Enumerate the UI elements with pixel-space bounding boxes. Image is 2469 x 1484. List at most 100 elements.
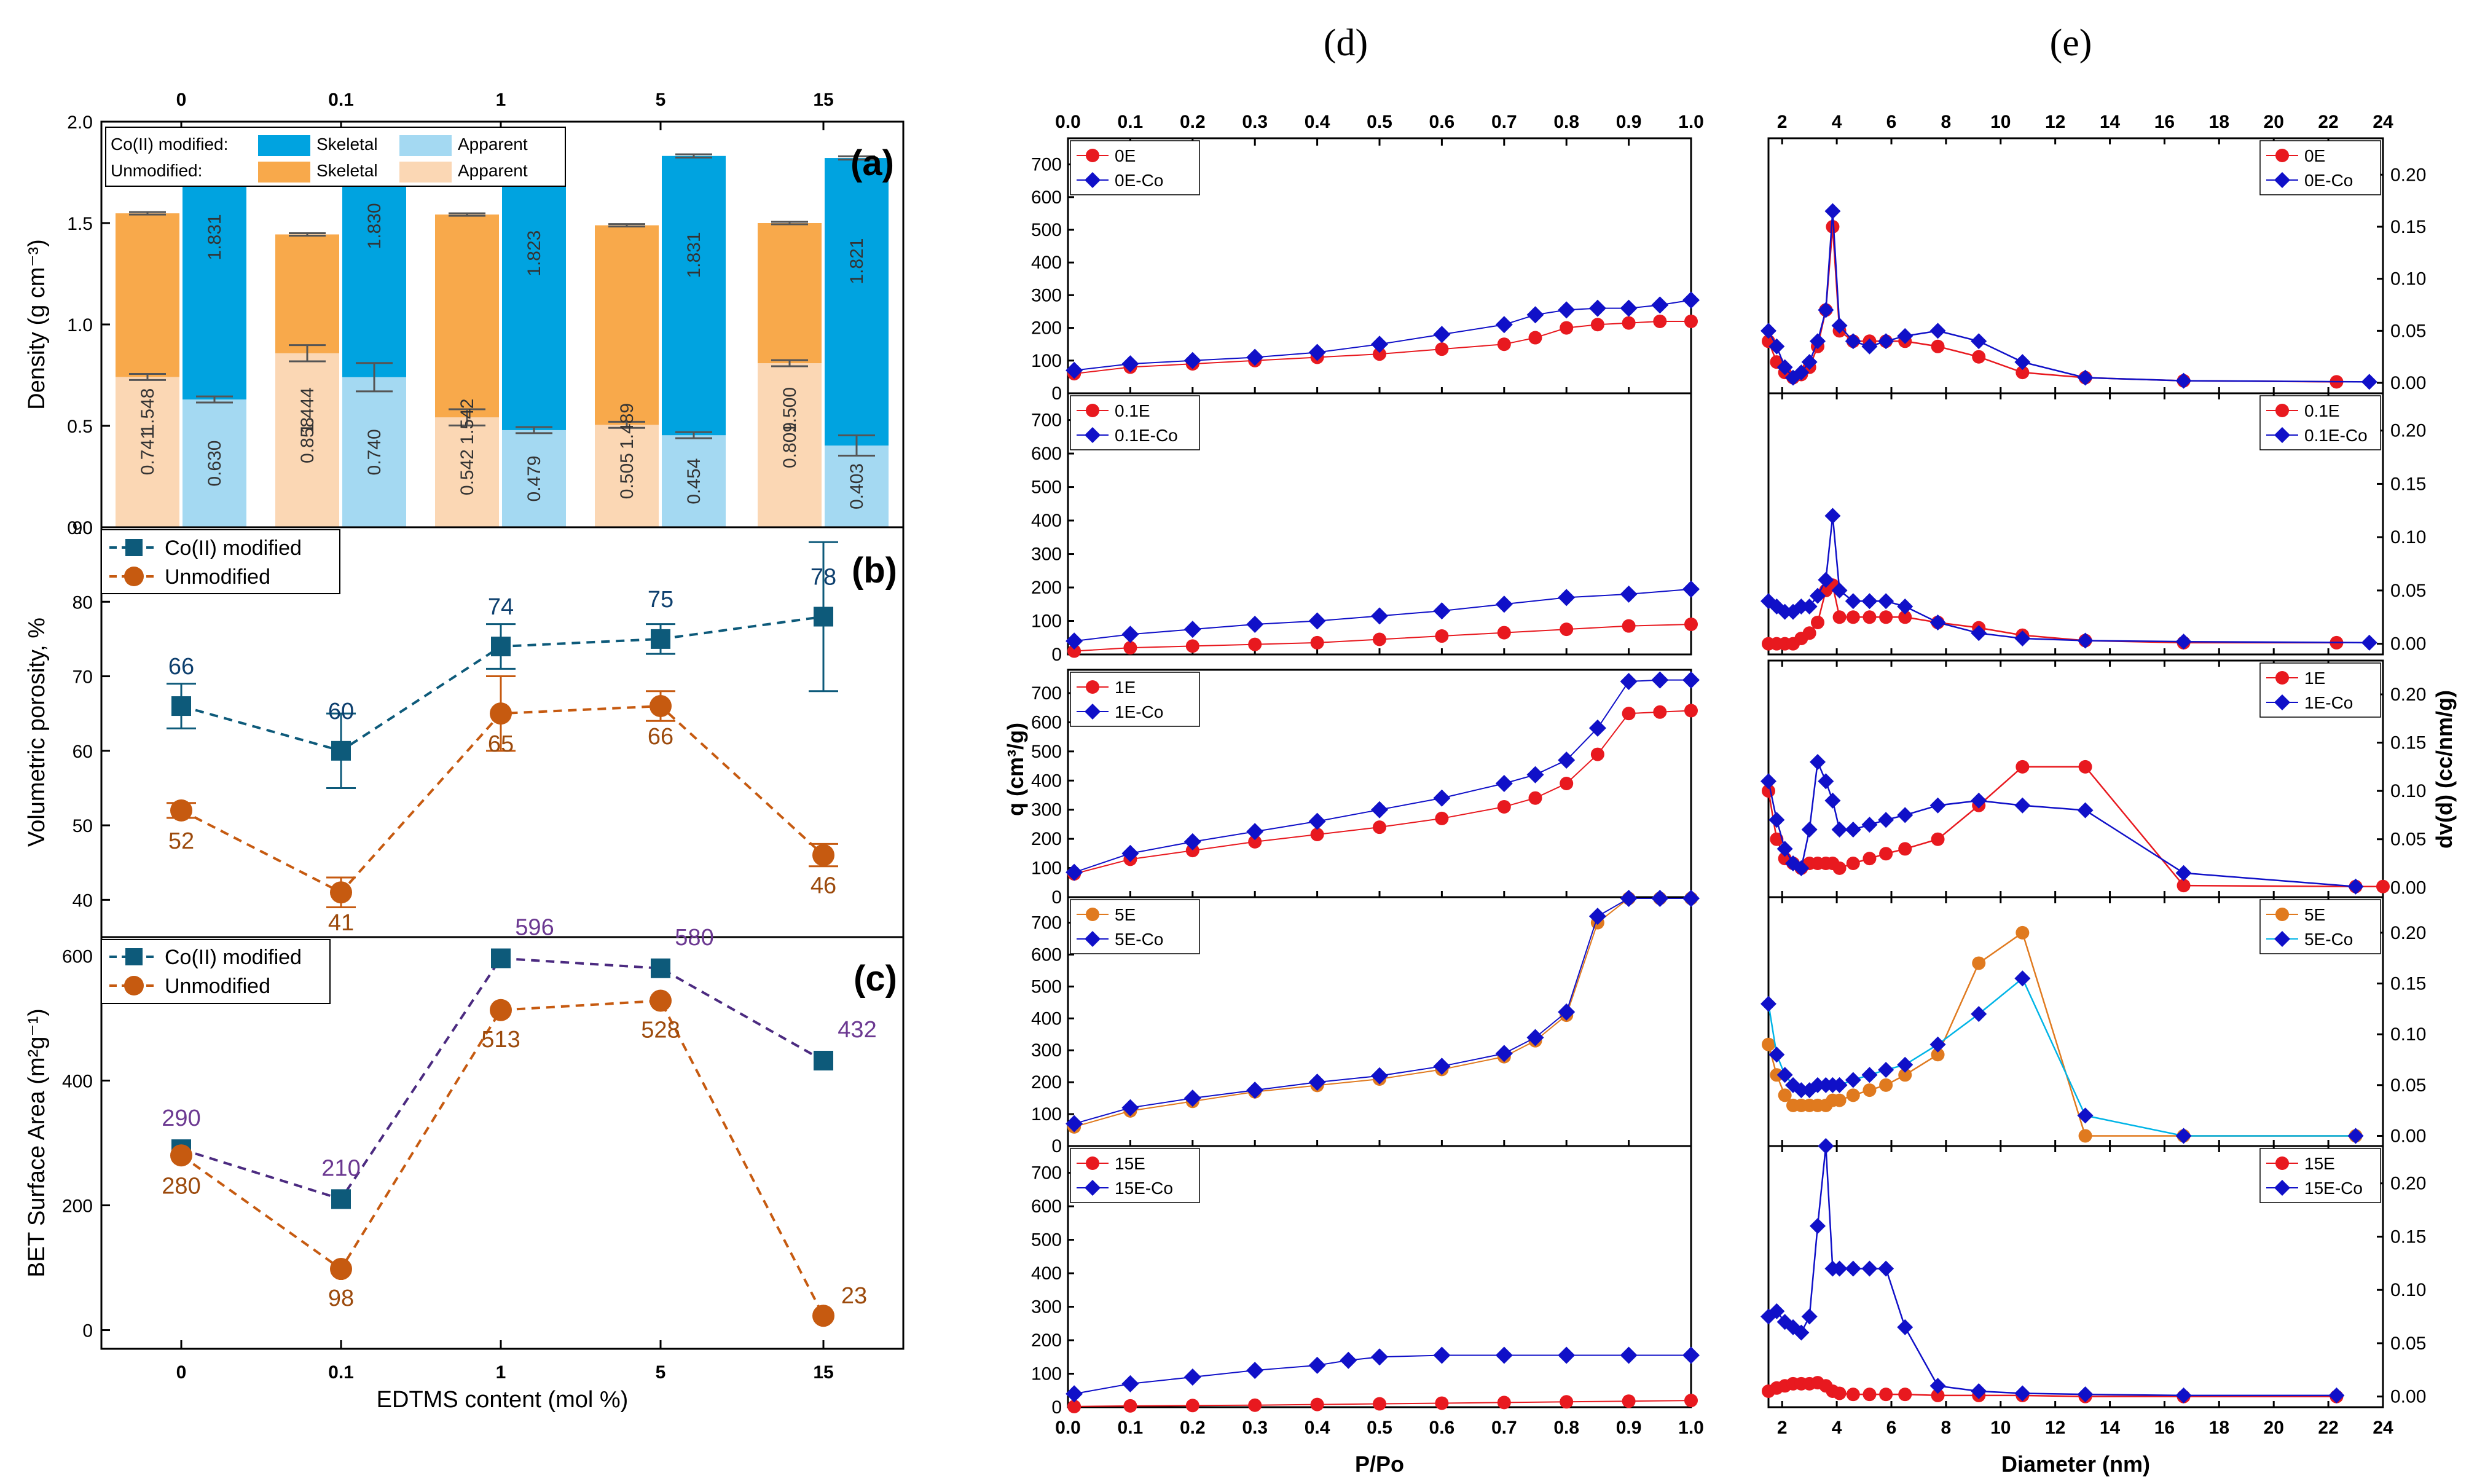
legend-box [105,127,566,187]
marker-co [651,629,670,649]
x-tick-label: 0.5 [1367,1418,1392,1438]
marker-unmodified [1762,1037,1775,1051]
x-tick-label: 0.1 [1118,1418,1144,1438]
marker-co [1861,817,1878,833]
marker-co [1308,612,1326,630]
marker-co [1246,348,1264,366]
marker-unmodified [1310,828,1324,842]
marker-co [2077,369,2094,386]
x-tick-label: 4 [1832,1418,1842,1438]
marker-unmodified [1879,1078,1893,1092]
y-tick-label: 0.20 [2390,1174,2426,1194]
x-tick-label: 10 [1990,1418,2011,1438]
y-tick-label: 80 [73,592,93,613]
marker-co [1929,614,1946,630]
marker-co [1971,1006,1987,1023]
marker-co [1845,822,1861,838]
marker-co [1818,1138,1834,1154]
data-label: 596 [515,915,554,941]
marker-co [1845,1260,1861,1277]
legend-row1-label: Co(II) modified: [111,135,228,154]
marker-unmodified [1846,610,1860,624]
marker-unmodified [650,695,672,718]
data-label: 52 [168,828,194,854]
marker-unmodified [1123,641,1137,655]
legend-label: 15E [1115,1154,1145,1173]
y-tick-label: 200 [1031,318,1062,339]
marker-co [814,1051,833,1070]
marker-unmodified [1435,629,1449,643]
marker-co [2361,374,2377,390]
marker-co [1620,672,1638,690]
marker-unmodified [1185,639,1199,653]
top-x-tick-label: 20 [2264,112,2284,132]
marker-co [1861,1067,1878,1083]
marker-co [1971,792,1987,809]
marker-co [1776,359,1793,375]
y-tick-label: 700 [1031,913,1062,933]
marker-co [2077,1386,2094,1403]
y-tick-label: 0.15 [2390,217,2426,237]
marker-unmodified [1622,619,1636,633]
panel-label-e: (e) [2050,22,2092,64]
y-tick-label: 700 [1031,1163,1062,1184]
y-tick-label: 90 [73,518,93,538]
marker-unmodified [1248,834,1262,849]
x-tick-label: 0.8 [1553,1418,1579,1438]
panel-e-subplot: 0.00 0.05 0.10 0.15 0.20 5E 5E-Co [1760,896,2426,1147]
marker-unmodified [2016,925,2030,940]
marker-co [1066,1385,1083,1403]
marker-co [2014,630,2031,646]
marker-co [1801,1308,1818,1325]
marker-co [1776,841,1793,857]
marker-co [1682,580,1700,598]
legend-label: 1E-Co [1115,702,1163,721]
x-tick-label: 1 [496,1362,506,1383]
y-tick-label: 300 [1031,1040,1062,1061]
data-label: 513 [481,1027,520,1053]
marker-co [1897,807,1914,823]
top-x-tick-label: 2 [1777,112,1788,132]
marker-co [1810,1218,1826,1235]
legend-marker [1085,1180,1101,1196]
marker-co [1801,598,1818,614]
marker-co [1971,625,1987,642]
bar-label-unmodified-skeletal: 1.542 [457,399,477,445]
marker-co [1897,328,1914,344]
marker-unmodified [1435,1396,1449,1410]
top-x-tick-label: 0.1 [1118,112,1144,132]
marker-co [1801,822,1818,838]
legend-marker [2275,404,2289,417]
y-tick-label: 0.05 [2390,321,2426,341]
marker-co [1651,296,1669,314]
bar-unmodified-apparent [435,417,499,527]
bar-label-co-skeletal: 1.823 [524,230,544,277]
panel-label-c: (c) [854,959,897,999]
marker-co [1433,602,1451,620]
y-tick-label: 0.00 [2390,373,2426,393]
marker-co [1971,1383,1987,1399]
legend-marker-unmodified [124,567,144,586]
marker-unmodified [1832,1093,1847,1107]
panel-d: (d) 0.0 0.1 0.2 0.3 0.4 0.5 0.6 0.7 0.8 0.9 1.0 0 100… [1003,22,1704,1477]
top-x-tick-label: 0.2 [1180,112,1206,132]
marker-co [1121,355,1139,373]
marker-co [2077,802,2094,819]
marker-co [1246,823,1264,841]
marker-co [1651,671,1669,689]
marker-co [1121,1099,1139,1117]
y-tick-label: 70 [73,667,93,688]
subplot-legend: 15E 15E-Co [2259,1148,2381,1203]
marker-co [1768,1046,1785,1063]
y-axis-label: BET Surface Area (m²g⁻¹) [24,1008,50,1277]
y-tick-label: 0.15 [2390,974,2426,994]
marker-co [1495,595,1513,613]
top-category-label: 0 [176,90,187,110]
top-x-tick-label: 14 [2100,112,2121,132]
x-tick-label: 0.2 [1180,1418,1206,1438]
marker-unmodified [1497,626,1511,640]
bar-unmodified-apparent [758,363,822,527]
marker-co [1878,1260,1894,1277]
y-tick-label: 0.00 [2390,1126,2426,1146]
marker-unmodified [1802,626,1816,640]
